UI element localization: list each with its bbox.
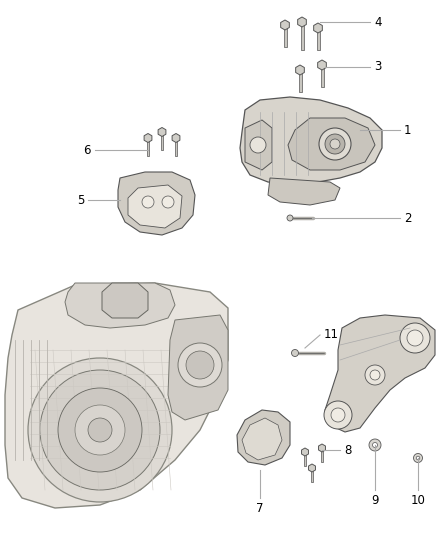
Bar [321,65,324,87]
Text: 11: 11 [324,328,339,342]
Polygon shape [288,118,375,170]
Bar [299,70,301,92]
Polygon shape [314,23,322,33]
Circle shape [400,323,430,353]
Circle shape [249,425,263,439]
Bar [175,138,177,156]
Polygon shape [65,283,175,328]
Text: 7: 7 [256,502,264,515]
Circle shape [178,343,222,387]
Text: 6: 6 [84,143,91,157]
Text: 9: 9 [371,494,379,507]
Polygon shape [172,133,180,142]
Polygon shape [128,185,182,228]
Polygon shape [242,418,282,460]
Circle shape [370,370,380,380]
Text: 8: 8 [344,443,351,456]
Circle shape [330,139,340,149]
Polygon shape [318,60,326,70]
Circle shape [267,440,277,450]
Polygon shape [308,464,315,472]
Circle shape [372,442,378,448]
Circle shape [331,408,345,422]
Polygon shape [281,20,290,30]
Circle shape [75,405,125,455]
Polygon shape [118,172,195,235]
Polygon shape [158,127,166,136]
Polygon shape [325,315,435,432]
Text: 5: 5 [77,193,84,206]
Text: 4: 4 [374,15,381,28]
Polygon shape [301,448,308,456]
Polygon shape [5,283,228,508]
Circle shape [369,439,381,451]
Circle shape [88,418,112,442]
Circle shape [319,128,351,160]
Polygon shape [240,97,382,185]
Bar [147,138,149,156]
Polygon shape [318,444,325,452]
Text: 2: 2 [404,212,411,224]
Bar [161,132,163,150]
Text: 3: 3 [374,61,381,74]
Circle shape [58,388,142,472]
Bar [311,468,313,482]
Circle shape [250,137,266,153]
Text: 10: 10 [410,494,425,507]
Polygon shape [245,120,272,170]
Circle shape [407,330,423,346]
Circle shape [28,358,172,502]
Circle shape [162,196,174,208]
Circle shape [142,196,154,208]
Bar [283,25,286,47]
Bar [321,448,323,462]
Polygon shape [296,65,304,75]
Circle shape [186,351,214,379]
Polygon shape [168,315,228,420]
Polygon shape [237,410,290,465]
Bar [300,22,304,50]
Circle shape [292,350,299,357]
Bar [304,452,306,466]
Circle shape [325,134,345,154]
Polygon shape [298,17,306,27]
Circle shape [365,365,385,385]
Circle shape [416,456,420,460]
Bar [317,28,319,50]
Circle shape [324,401,352,429]
Polygon shape [102,283,148,318]
Circle shape [40,370,160,490]
Circle shape [287,215,293,221]
Text: 1: 1 [404,124,411,136]
Polygon shape [144,133,152,142]
Circle shape [413,454,423,463]
Polygon shape [268,178,340,205]
